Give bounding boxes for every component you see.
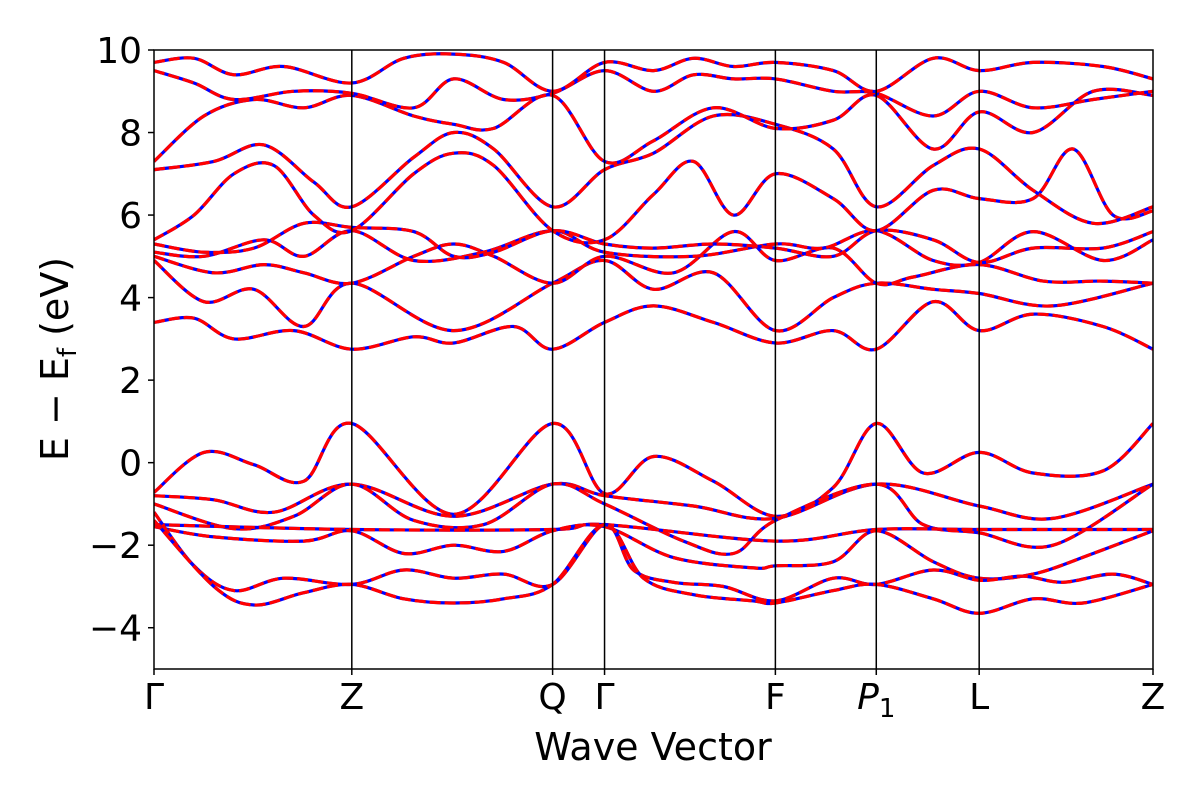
- band-1-overlay: [154, 421, 1153, 518]
- band-11-overlay: [154, 229, 1153, 267]
- band-14-reference: [154, 112, 1153, 226]
- y-axis-title-subscript: f: [53, 347, 83, 357]
- y-tick-label-6: 6: [119, 196, 142, 237]
- band-17-overlay: [154, 52, 1153, 93]
- band-3-overlay: [154, 481, 1153, 556]
- y-axis-ticks: −4 −2 0 2 4 6 8 10: [89, 31, 154, 650]
- x-tick-label-6: P1: [857, 677, 895, 724]
- x-tick-label-1: Γ: [144, 677, 164, 718]
- y-axis-title-unit: (eV): [33, 257, 77, 348]
- y-tick-label-5: 4: [119, 279, 142, 320]
- band-13-overlay: [154, 147, 1153, 245]
- kpoint-vertical-lines: [351, 50, 980, 669]
- band-8-overlay: [154, 300, 1153, 352]
- y-tick-label-2: −2: [89, 526, 142, 567]
- x-tick-label-3: Q: [538, 677, 566, 718]
- band-16-overlay: [154, 68, 1153, 118]
- band-lines: [154, 52, 1153, 615]
- y-tick-label-3: 0: [119, 444, 142, 485]
- band-7-reference: [154, 519, 1153, 615]
- band-5-overlay: [154, 523, 1153, 581]
- y-axis-title-main: E − E: [33, 357, 77, 461]
- x-tick-label-2: Z: [339, 677, 364, 718]
- y-axis-title: E − Ef (eV): [33, 257, 83, 461]
- band-9-overlay: [154, 258, 1153, 333]
- band-14-overlay: [154, 112, 1153, 226]
- y-tick-label-1: −4: [89, 609, 142, 650]
- band-6-overlay: [154, 511, 1153, 603]
- band-7-overlay: [154, 519, 1153, 615]
- x-tick-label-5: F: [765, 677, 786, 718]
- band-5-reference: [154, 523, 1153, 581]
- x-axis-ticks: Γ Z Q Γ F P1 L Z: [144, 669, 1165, 724]
- x-tick-label-8: Z: [1141, 677, 1166, 718]
- x-tick-label-7: L: [969, 677, 989, 718]
- x-axis-title: Wave Vector: [534, 725, 772, 769]
- band-3-reference: [154, 481, 1153, 556]
- y-tick-label-4: 2: [119, 361, 142, 402]
- x-tick-label-4: Γ: [595, 677, 615, 718]
- plot-frame: [153, 49, 1154, 670]
- y-tick-label-8: 10: [96, 31, 142, 72]
- band-15-overlay: [154, 87, 1153, 165]
- y-tick-label-7: 8: [119, 114, 142, 155]
- band-6-reference: [154, 511, 1153, 603]
- band-2-overlay: [154, 481, 1153, 521]
